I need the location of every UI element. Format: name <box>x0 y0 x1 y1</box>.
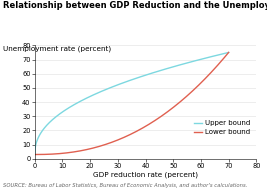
Lower bound <box>125 135 128 137</box>
Lower bound <box>33 153 36 156</box>
Upper bound <box>222 52 226 55</box>
Lower bound <box>222 57 226 59</box>
Lower bound <box>148 122 152 125</box>
Upper bound <box>126 80 129 82</box>
Line: Upper bound: Upper bound <box>35 52 229 155</box>
Upper bound <box>227 51 230 54</box>
Lower bound <box>192 89 195 91</box>
Legend: Upper bound, Lower bound: Upper bound, Lower bound <box>191 117 253 138</box>
Text: Unemployment rate (percent): Unemployment rate (percent) <box>3 45 111 52</box>
Lower bound <box>138 129 141 131</box>
Upper bound <box>192 60 195 62</box>
Upper bound <box>148 73 152 75</box>
Upper bound <box>138 76 141 78</box>
Upper bound <box>33 153 36 156</box>
Text: Relationship between GDP Reduction and the Unemployment Rate: Relationship between GDP Reduction and t… <box>3 1 267 10</box>
X-axis label: GDP reduction rate (percent): GDP reduction rate (percent) <box>93 172 198 178</box>
Text: SOURCE: Bureau of Labor Statistics, Bureau of Economic Analysis, and author’s ca: SOURCE: Bureau of Labor Statistics, Bure… <box>3 183 247 188</box>
Lower bound <box>227 51 230 54</box>
Lower bound <box>126 134 129 137</box>
Line: Lower bound: Lower bound <box>35 52 229 155</box>
Upper bound <box>125 80 128 83</box>
